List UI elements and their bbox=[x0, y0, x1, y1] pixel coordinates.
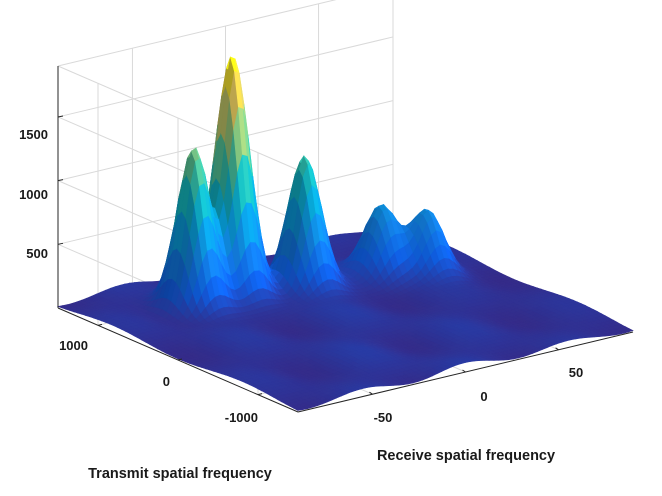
z-tick-label: 1500 bbox=[19, 127, 48, 142]
transmit-tick-label: -1000 bbox=[225, 410, 258, 425]
receive-tick-label: -50 bbox=[374, 410, 393, 425]
receive-tick-label: 50 bbox=[569, 365, 583, 380]
z-tick-mark bbox=[57, 179, 64, 182]
transmit-axis-label: Transmit spatial frequency bbox=[88, 466, 272, 482]
z-tick-label: 1000 bbox=[19, 187, 48, 202]
z-tick-labels: 1500 1000 500 bbox=[19, 127, 48, 261]
receive-axis-label: Receive spatial frequency bbox=[377, 448, 555, 464]
transmit-tick-mark bbox=[257, 393, 263, 396]
z-tick-mark bbox=[57, 115, 64, 118]
surface-layer bbox=[56, 56, 634, 411]
transmit-tick-label: 1000 bbox=[59, 338, 88, 353]
transmit-tick-label: 0 bbox=[163, 374, 170, 389]
z-tick-label: 500 bbox=[26, 246, 48, 261]
receive-tick-label: 0 bbox=[480, 389, 487, 404]
transmit-tick-mark bbox=[97, 323, 103, 326]
z-tick-mark bbox=[57, 242, 64, 245]
